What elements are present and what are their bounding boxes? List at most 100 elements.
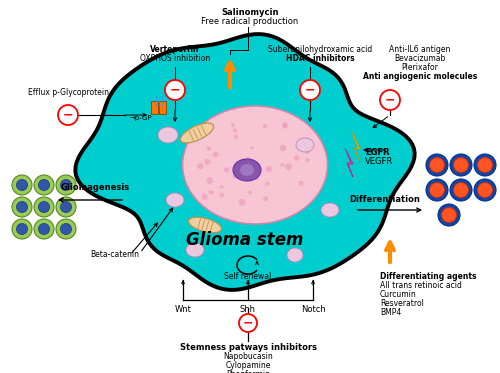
Circle shape bbox=[454, 182, 468, 197]
Circle shape bbox=[283, 124, 288, 129]
Circle shape bbox=[478, 157, 492, 172]
Circle shape bbox=[165, 80, 185, 100]
Text: Verteporfin: Verteporfin bbox=[150, 45, 200, 54]
Text: Stemness patways inhibitors: Stemness patways inhibitors bbox=[180, 343, 316, 352]
FancyBboxPatch shape bbox=[160, 101, 166, 115]
Circle shape bbox=[262, 124, 267, 129]
Circle shape bbox=[202, 194, 208, 200]
Circle shape bbox=[474, 179, 496, 201]
Circle shape bbox=[208, 190, 212, 194]
Text: Efflux p-Glycoprotein: Efflux p-Glycoprotein bbox=[28, 88, 108, 97]
Circle shape bbox=[60, 201, 72, 213]
Text: Free radical production: Free radical production bbox=[202, 17, 298, 26]
Text: Plerixafor: Plerixafor bbox=[402, 63, 438, 72]
Circle shape bbox=[34, 175, 54, 195]
Text: −: − bbox=[385, 94, 395, 107]
Circle shape bbox=[430, 182, 444, 197]
Circle shape bbox=[280, 163, 284, 167]
Ellipse shape bbox=[233, 159, 261, 181]
Text: All trans retinoic acid: All trans retinoic acid bbox=[380, 281, 462, 290]
Circle shape bbox=[38, 179, 50, 191]
Circle shape bbox=[16, 201, 28, 213]
Circle shape bbox=[56, 219, 76, 239]
Circle shape bbox=[250, 146, 254, 149]
Ellipse shape bbox=[166, 193, 184, 207]
Circle shape bbox=[266, 166, 272, 172]
Text: Salinomycin: Salinomycin bbox=[221, 8, 279, 17]
Circle shape bbox=[198, 163, 203, 169]
Circle shape bbox=[220, 193, 224, 197]
Circle shape bbox=[38, 223, 50, 235]
Circle shape bbox=[12, 219, 32, 239]
Text: EGFR: EGFR bbox=[365, 148, 390, 157]
Text: →p-GP: →p-GP bbox=[130, 115, 152, 121]
Text: Anti-IL6 antigen: Anti-IL6 antigen bbox=[390, 45, 450, 54]
Ellipse shape bbox=[186, 243, 204, 257]
Text: BMP4: BMP4 bbox=[380, 308, 401, 317]
Circle shape bbox=[239, 199, 246, 206]
Circle shape bbox=[300, 80, 320, 100]
Circle shape bbox=[38, 201, 50, 213]
Circle shape bbox=[248, 190, 252, 194]
Circle shape bbox=[442, 207, 456, 222]
Ellipse shape bbox=[180, 123, 214, 143]
Text: Cylopamine: Cylopamine bbox=[226, 361, 270, 370]
Circle shape bbox=[450, 179, 472, 201]
Circle shape bbox=[280, 145, 286, 151]
Circle shape bbox=[34, 219, 54, 239]
Circle shape bbox=[254, 168, 260, 175]
Circle shape bbox=[478, 182, 492, 197]
Circle shape bbox=[220, 185, 224, 189]
Text: Gliomagenesis: Gliomagenesis bbox=[60, 183, 130, 192]
Circle shape bbox=[16, 179, 28, 191]
Circle shape bbox=[306, 158, 310, 162]
Polygon shape bbox=[345, 148, 353, 177]
Circle shape bbox=[233, 128, 237, 133]
Circle shape bbox=[263, 196, 268, 201]
Text: Suberanilohydroxamic acid: Suberanilohydroxamic acid bbox=[268, 45, 372, 54]
Circle shape bbox=[224, 167, 230, 172]
Ellipse shape bbox=[321, 203, 339, 217]
Text: Shh: Shh bbox=[240, 305, 256, 314]
Text: Napobucasin: Napobucasin bbox=[223, 352, 273, 361]
Circle shape bbox=[60, 179, 72, 191]
Ellipse shape bbox=[158, 127, 178, 143]
Circle shape bbox=[16, 223, 28, 235]
Circle shape bbox=[204, 159, 210, 165]
Circle shape bbox=[450, 154, 472, 176]
Circle shape bbox=[206, 177, 213, 184]
Circle shape bbox=[213, 151, 218, 157]
Text: Wnt: Wnt bbox=[174, 305, 192, 314]
Text: HDAC inhibitors: HDAC inhibitors bbox=[286, 54, 354, 63]
Ellipse shape bbox=[287, 248, 303, 262]
Text: Beta-catenin: Beta-catenin bbox=[90, 250, 140, 259]
Circle shape bbox=[430, 157, 444, 172]
Ellipse shape bbox=[296, 138, 314, 152]
FancyBboxPatch shape bbox=[152, 101, 158, 115]
Circle shape bbox=[286, 163, 292, 170]
Circle shape bbox=[239, 314, 257, 332]
Text: Self renewal: Self renewal bbox=[224, 272, 272, 281]
Text: OXPHOS inhibition: OXPHOS inhibition bbox=[140, 54, 210, 63]
Circle shape bbox=[60, 223, 72, 235]
Circle shape bbox=[254, 171, 258, 175]
Circle shape bbox=[380, 90, 400, 110]
Circle shape bbox=[426, 154, 448, 176]
Text: −: − bbox=[243, 317, 254, 329]
Circle shape bbox=[56, 197, 76, 217]
Circle shape bbox=[254, 175, 259, 180]
Circle shape bbox=[282, 122, 288, 128]
Circle shape bbox=[211, 191, 214, 194]
Text: Differentiating agents: Differentiating agents bbox=[380, 272, 476, 281]
Circle shape bbox=[426, 179, 448, 201]
Text: Resveratrol: Resveratrol bbox=[380, 299, 424, 308]
Circle shape bbox=[56, 175, 76, 195]
Text: −: − bbox=[170, 84, 180, 97]
Polygon shape bbox=[76, 34, 414, 290]
Polygon shape bbox=[352, 133, 360, 162]
Text: Differentiation: Differentiation bbox=[350, 195, 420, 204]
Circle shape bbox=[305, 149, 310, 154]
Ellipse shape bbox=[188, 217, 222, 233]
Text: −: − bbox=[63, 109, 73, 122]
Text: Glioma stem: Glioma stem bbox=[186, 231, 304, 249]
